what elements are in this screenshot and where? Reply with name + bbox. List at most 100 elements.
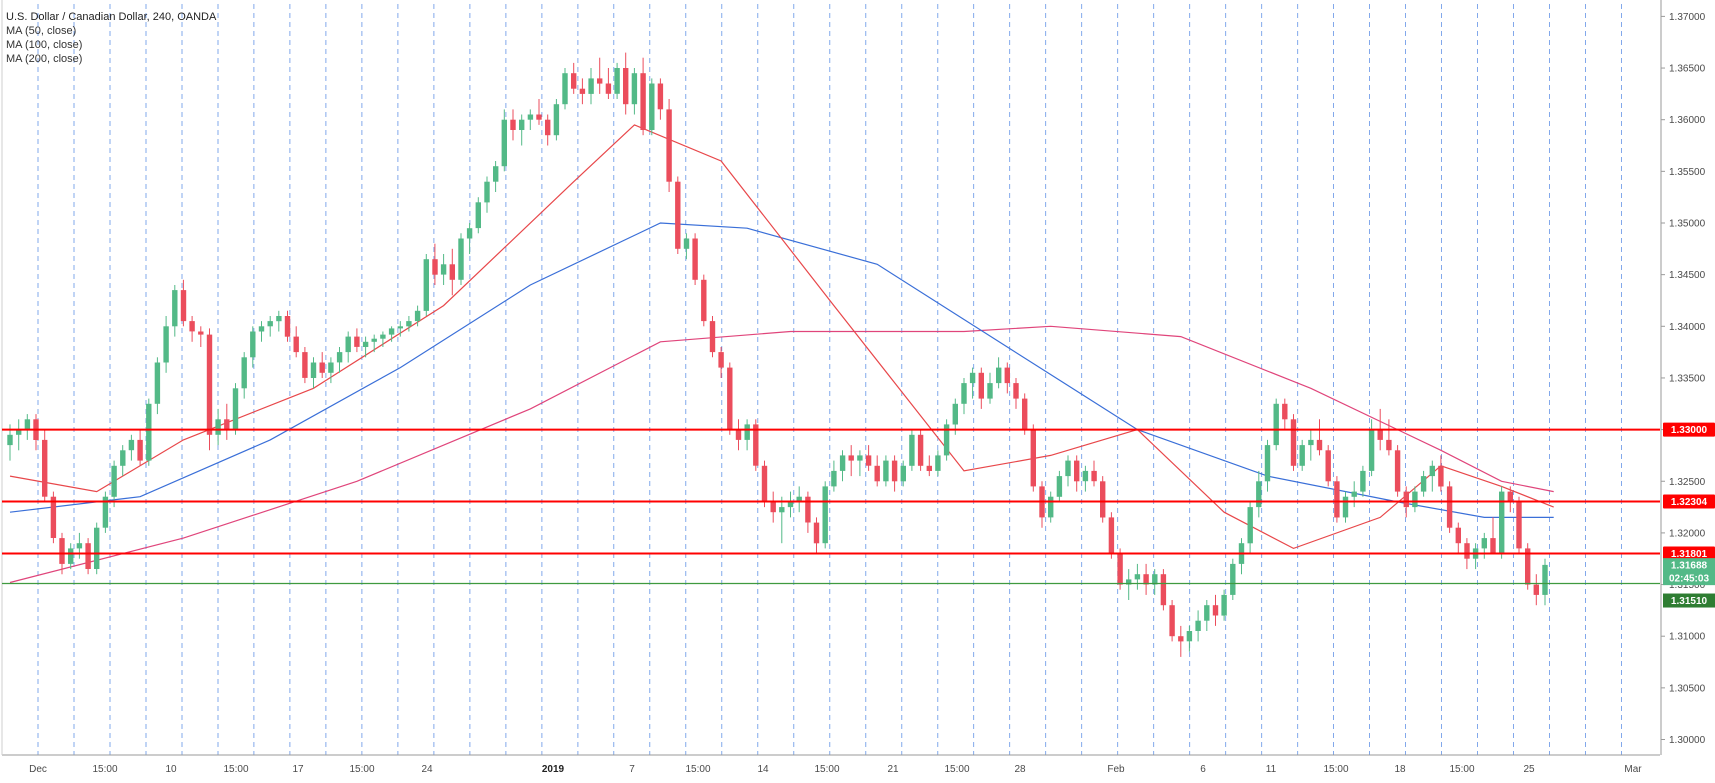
candle-up bbox=[943, 424, 950, 456]
x-tick-label: 15:00 bbox=[814, 764, 839, 775]
candle-down bbox=[293, 336, 299, 353]
candle-up bbox=[380, 334, 386, 339]
candle-down bbox=[657, 83, 664, 110]
x-tick-label: 15:00 bbox=[349, 764, 374, 775]
candle-down bbox=[545, 119, 551, 136]
candle-down bbox=[605, 83, 612, 94]
candle-down bbox=[536, 114, 542, 120]
candle-up bbox=[1368, 429, 1375, 471]
candle-down bbox=[692, 238, 698, 280]
candle-down bbox=[1030, 429, 1036, 487]
candle-down bbox=[1325, 450, 1331, 482]
candle-down bbox=[1403, 491, 1409, 508]
candle-down bbox=[623, 68, 629, 105]
x-tick-label: 14 bbox=[757, 764, 769, 775]
candle-up bbox=[267, 321, 273, 327]
candle-down bbox=[813, 522, 820, 544]
candle-down bbox=[1160, 574, 1167, 606]
candle-down bbox=[1091, 470, 1097, 482]
candle-down bbox=[510, 119, 516, 130]
candle-up bbox=[1230, 563, 1236, 595]
level-price-tag bbox=[1663, 422, 1715, 437]
candle-up bbox=[1186, 631, 1193, 642]
candle-down bbox=[189, 321, 195, 332]
candle-up bbox=[822, 486, 828, 544]
candle-up bbox=[519, 119, 525, 130]
candle-down bbox=[42, 439, 48, 497]
candle-up bbox=[501, 119, 507, 167]
candle-up bbox=[857, 455, 863, 461]
x-tick-label: 24 bbox=[421, 764, 433, 775]
x-tick-label: 2019 bbox=[542, 764, 565, 775]
candle-up bbox=[1221, 594, 1227, 616]
level-price-tag bbox=[1663, 494, 1715, 509]
candle-up bbox=[328, 362, 334, 373]
legend-ma50[interactable]: MA (50, close) bbox=[6, 25, 77, 37]
candle-up bbox=[466, 228, 473, 239]
candle-up bbox=[1056, 476, 1063, 497]
candle-up bbox=[649, 83, 655, 130]
candle-up bbox=[1134, 574, 1141, 580]
candle-down bbox=[1455, 527, 1461, 544]
legend-title: U.S. Dollar / Canadian Dollar, 240, OAND… bbox=[6, 11, 217, 23]
candle-down bbox=[432, 259, 438, 275]
candle-up bbox=[562, 73, 568, 105]
candle-down bbox=[1004, 367, 1010, 384]
candle-up bbox=[909, 434, 915, 466]
legend-ma100[interactable]: MA (100, close) bbox=[6, 39, 83, 51]
candle-down bbox=[874, 465, 880, 482]
candle-up bbox=[1256, 481, 1262, 508]
candle-down bbox=[761, 465, 768, 502]
candle-up bbox=[779, 507, 785, 513]
candle-up bbox=[241, 357, 247, 389]
candle-up bbox=[414, 310, 421, 322]
legend-ma200[interactable]: MA (200, close) bbox=[6, 53, 83, 65]
candle-down bbox=[50, 496, 57, 538]
candle-up bbox=[787, 501, 794, 508]
candle-up bbox=[16, 429, 22, 435]
x-tick-label: 18 bbox=[1394, 764, 1406, 775]
candle-down bbox=[1022, 398, 1028, 430]
x-tick-label: 11 bbox=[1266, 764, 1277, 775]
candle-up bbox=[1342, 496, 1349, 518]
x-tick-label: 7 bbox=[629, 764, 635, 775]
candle-down bbox=[1074, 460, 1080, 482]
candle-up bbox=[1204, 605, 1210, 621]
candle-up bbox=[1308, 439, 1314, 446]
candle-up bbox=[527, 114, 534, 120]
candle-up bbox=[423, 259, 429, 311]
candle-down bbox=[1143, 574, 1149, 585]
y-tick-label: 1.37000 bbox=[1669, 12, 1706, 23]
candle-up bbox=[1429, 465, 1435, 477]
candle-down bbox=[180, 290, 187, 322]
candle-down bbox=[1108, 517, 1115, 554]
candle-up bbox=[310, 362, 317, 378]
candle-down bbox=[1386, 439, 1392, 451]
y-tick-label: 1.36000 bbox=[1669, 115, 1706, 126]
y-tick-label: 1.36500 bbox=[1669, 64, 1706, 75]
x-tick-label: 15:00 bbox=[1323, 764, 1348, 775]
candle-up bbox=[163, 326, 169, 363]
candle-down bbox=[579, 88, 586, 94]
candle-up bbox=[7, 434, 13, 446]
x-tick-label: 25 bbox=[1523, 764, 1535, 775]
candle-up bbox=[1048, 496, 1054, 518]
y-tick-label: 1.34500 bbox=[1669, 270, 1706, 281]
y-tick-label: 1.31500 bbox=[1669, 580, 1706, 591]
candle-down bbox=[1533, 584, 1539, 595]
candle-up bbox=[111, 465, 117, 497]
candle-down bbox=[1169, 605, 1175, 637]
candle-down bbox=[727, 367, 733, 430]
candle-down bbox=[571, 73, 577, 89]
candle-up bbox=[1412, 491, 1418, 508]
x-tick-label: Feb bbox=[1107, 764, 1125, 775]
candle-down bbox=[701, 279, 707, 322]
candle-up bbox=[154, 362, 161, 404]
candle-down bbox=[1282, 403, 1288, 420]
level-price-label: 1.32304 bbox=[1671, 497, 1708, 508]
y-tick-label: 1.32000 bbox=[1669, 528, 1706, 539]
candle-up bbox=[839, 455, 846, 471]
